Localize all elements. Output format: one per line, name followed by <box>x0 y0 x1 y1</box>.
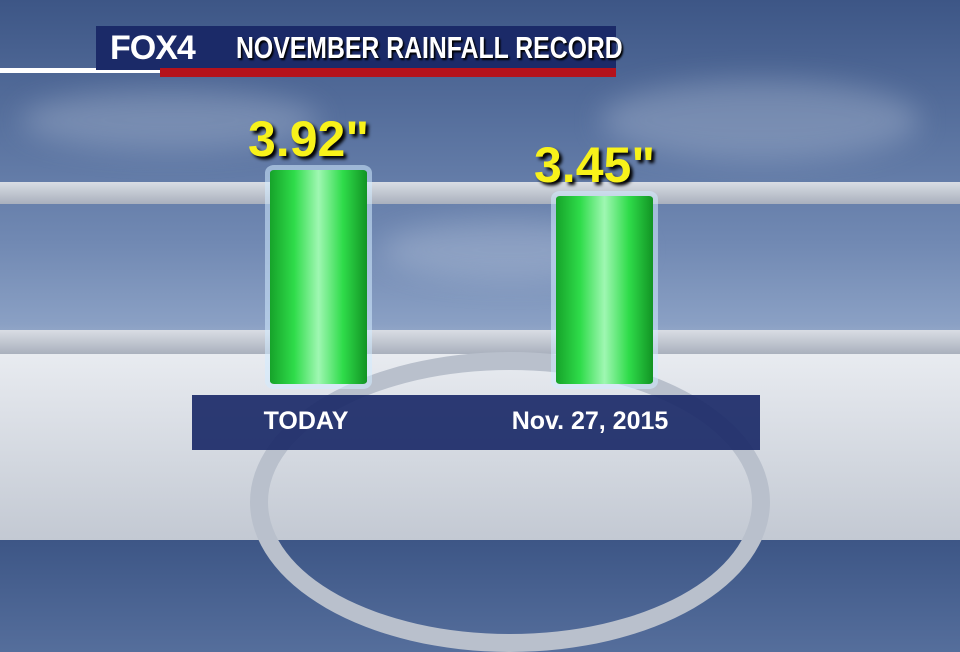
background-rail <box>0 330 960 354</box>
header-accent-line <box>0 68 162 73</box>
category-label-bar: TODAY Nov. 27, 2015 <box>192 395 760 450</box>
cloud <box>20 90 320 150</box>
data-label-0: 3.92" <box>248 111 370 167</box>
header-bar: FOX4 NOVEMBER RAINFALL RECORD <box>96 26 623 70</box>
page-title: NOVEMBER RAINFALL RECORD <box>236 30 623 65</box>
cloud <box>600 80 920 160</box>
background-rail <box>0 182 960 204</box>
header-red-stripe <box>160 68 616 77</box>
fox4-logo: FOX4 <box>110 29 196 67</box>
bar-0 <box>270 170 367 384</box>
category-label-today: TODAY <box>263 407 349 435</box>
bar-1 <box>556 195 653 384</box>
data-label-1: 3.45" <box>534 136 656 193</box>
category-label-2015: Nov. 27, 2015 <box>511 407 669 435</box>
